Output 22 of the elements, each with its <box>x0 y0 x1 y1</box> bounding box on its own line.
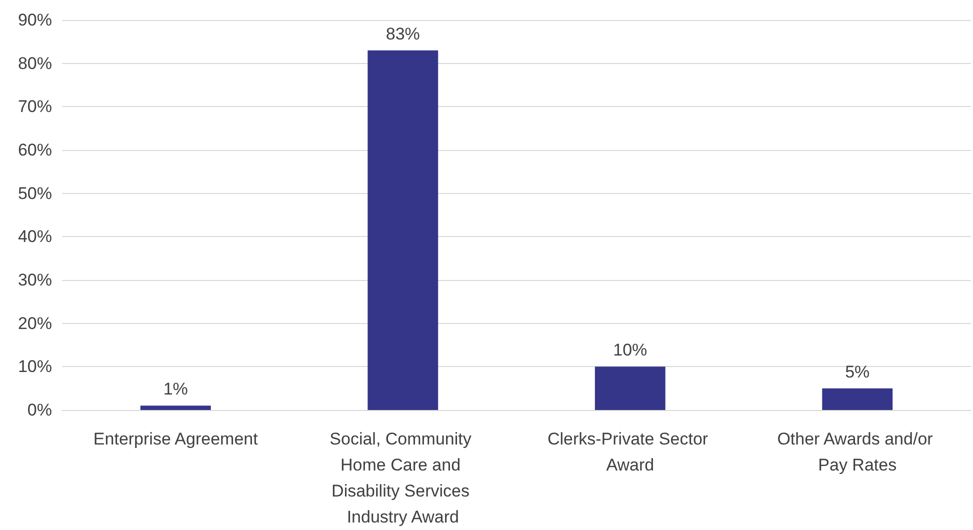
x-tick-label: Clerks-Private Sector Award <box>547 430 713 474</box>
data-label: 83% <box>386 24 420 44</box>
bar <box>594 366 666 410</box>
bar <box>822 388 893 410</box>
x-tick-label: Social, Community Home Care and Disability Services Industry Award <box>330 430 476 526</box>
y-tick-label: 80% <box>18 54 52 73</box>
y-tick-label: 40% <box>18 227 52 246</box>
data-label: 5% <box>845 362 870 382</box>
x-tick-label: Enterprise Agreement <box>93 430 258 448</box>
x-tick-label: Other Awards and/or Pay Rates <box>777 430 938 474</box>
y-tick-label: 50% <box>18 184 52 203</box>
data-label: 1% <box>163 380 188 399</box>
y-tick-label: 60% <box>18 140 52 160</box>
y-tick-label: 20% <box>18 314 52 333</box>
y-tick-label: 0% <box>27 400 52 420</box>
y-tick-label: 70% <box>18 97 52 116</box>
y-tick-label: 10% <box>18 357 52 376</box>
bar <box>140 406 211 410</box>
bar <box>368 50 438 410</box>
y-tick-label: 90% <box>18 10 52 30</box>
y-tick-label: 30% <box>18 270 52 290</box>
data-label: 10% <box>613 340 648 360</box>
